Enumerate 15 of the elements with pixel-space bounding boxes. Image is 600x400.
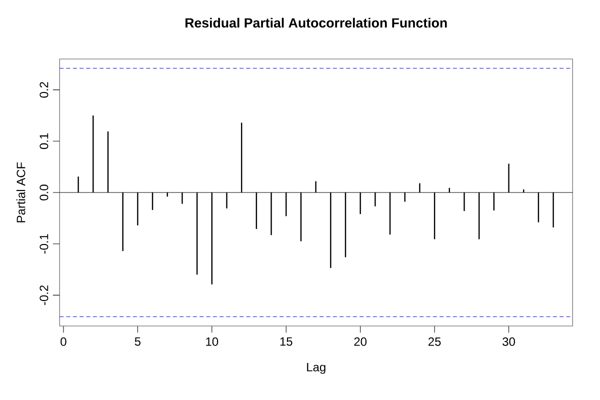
- y-axis-title: Partial ACF: [16, 162, 26, 222]
- chart-title: Residual Partial Autocorrelation Function: [186, 18, 447, 28]
- x-tick-label: 25: [428, 337, 441, 346]
- x-tick-label: 5: [134, 337, 141, 346]
- x-axis-title: Lag: [307, 363, 326, 374]
- y-tick-label: -0.2: [40, 285, 48, 305]
- x-tick-label: 15: [280, 337, 292, 346]
- y-tick-label: -0.1: [40, 234, 48, 254]
- y-tick-label: 0.0: [40, 184, 48, 200]
- y-tick-label: 0.2: [40, 82, 48, 98]
- y-tick-label: 0.1: [40, 133, 48, 150]
- x-tick-label: 0: [60, 337, 66, 346]
- x-tick-label: 10: [206, 337, 218, 346]
- x-tick-label: 30: [502, 337, 515, 346]
- x-tick-label: 20: [354, 337, 367, 346]
